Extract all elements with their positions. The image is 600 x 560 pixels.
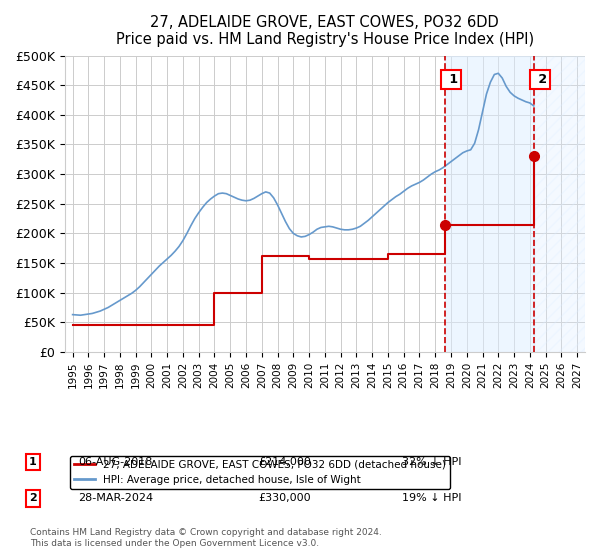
Text: £214,000: £214,000 [258, 457, 311, 467]
Text: 06-AUG-2018: 06-AUG-2018 [78, 457, 152, 467]
Text: 2: 2 [29, 493, 37, 503]
Title: 27, ADELAIDE GROVE, EAST COWES, PO32 6DD
Price paid vs. HM Land Registry's House: 27, ADELAIDE GROVE, EAST COWES, PO32 6DD… [116, 15, 534, 48]
Text: 2: 2 [533, 73, 547, 86]
Text: 1: 1 [445, 73, 458, 86]
Text: 32% ↓ HPI: 32% ↓ HPI [402, 457, 461, 467]
Text: £330,000: £330,000 [258, 493, 311, 503]
Bar [445, 55, 533, 352]
Bar [533, 55, 585, 352]
Text: 28-MAR-2024: 28-MAR-2024 [78, 493, 153, 503]
Text: 19% ↓ HPI: 19% ↓ HPI [402, 493, 461, 503]
Text: 1: 1 [29, 457, 37, 467]
Legend: 27, ADELAIDE GROVE, EAST COWES, PO32 6DD (detached house), HPI: Average price, d: 27, ADELAIDE GROVE, EAST COWES, PO32 6DD… [70, 455, 451, 489]
Text: Contains HM Land Registry data © Crown copyright and database right 2024.
This d: Contains HM Land Registry data © Crown c… [30, 528, 382, 548]
